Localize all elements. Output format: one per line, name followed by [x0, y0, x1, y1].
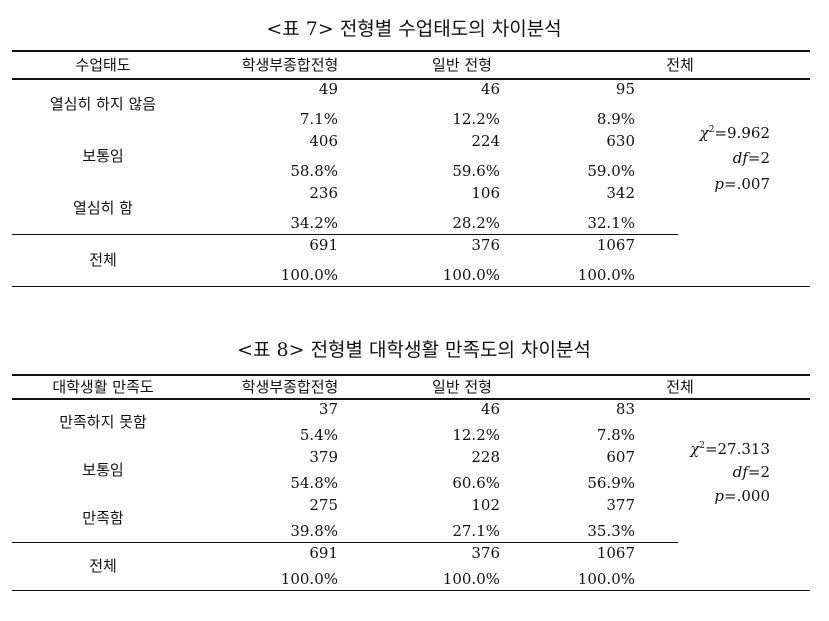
table-title: <표 8> 전형별 대학생활 만족도의 차이분석: [237, 339, 591, 361]
rule: [12, 374, 810, 376]
count-cell: 406: [309, 132, 338, 150]
stat-line: χ2=9.962: [700, 121, 770, 142]
rule: [12, 234, 678, 235]
column-header: 전체: [666, 378, 694, 396]
percent-cell: 34.2%: [290, 214, 338, 232]
stat-line: df=2: [733, 463, 770, 481]
percent-cell: 60.6%: [452, 474, 500, 492]
column-header: 일반 전형: [432, 378, 492, 396]
percent-cell: 100.0%: [442, 570, 500, 588]
count-cell: 275: [309, 496, 338, 514]
count-cell: 342: [606, 184, 635, 202]
stat-part: =9.962: [714, 124, 770, 142]
rule: [12, 590, 810, 591]
column-header: 학생부종합전형: [241, 56, 339, 74]
count-cell: 630: [606, 132, 635, 150]
count-cell: 379: [309, 448, 338, 466]
stat-part: =27.313: [704, 440, 770, 458]
stat-line: p=.007: [714, 175, 770, 193]
percent-cell: 7.8%: [596, 426, 635, 444]
stat-line: df=2: [733, 149, 770, 167]
stat-part: p=: [714, 175, 737, 193]
percent-cell: 56.9%: [587, 474, 635, 492]
percent-cell: 39.8%: [290, 522, 338, 540]
count-cell: 102: [471, 496, 500, 514]
count-cell: 691: [309, 544, 338, 562]
row-label: 만족함: [82, 509, 124, 527]
stat-line: p=.000: [714, 487, 770, 505]
percent-cell: 12.2%: [452, 426, 500, 444]
column-header: 일반 전형: [432, 56, 492, 74]
count-cell: 376: [471, 544, 500, 562]
row-label: 만족하지 못함: [59, 413, 147, 431]
column-header: 수업태도: [75, 56, 131, 74]
row-label: 전체: [89, 251, 117, 269]
count-cell: 1067: [596, 236, 635, 254]
row-label: 열심히 함: [73, 199, 133, 217]
column-header: 학생부종합전형: [241, 378, 339, 396]
column-header: 전체: [666, 56, 694, 74]
percent-cell: 100.0%: [280, 570, 338, 588]
stat-line: χ2=27.313: [690, 437, 770, 458]
stat-part: .000: [736, 487, 770, 505]
stat-part: 2: [708, 125, 715, 135]
percent-cell: 5.4%: [299, 426, 338, 444]
stat-part: 2: [699, 441, 705, 451]
count-cell: 37: [318, 400, 338, 418]
percent-cell: 12.2%: [452, 110, 500, 128]
count-cell: 691: [309, 236, 338, 254]
rule: [12, 542, 678, 543]
count-cell: 376: [471, 236, 500, 254]
percent-cell: 100.0%: [280, 266, 338, 284]
count-cell: 377: [606, 496, 635, 514]
count-cell: 46: [480, 80, 500, 98]
rule: [12, 78, 810, 80]
percent-cell: 35.3%: [587, 522, 635, 540]
count-cell: 95: [615, 80, 635, 98]
count-cell: 228: [471, 448, 500, 466]
percent-cell: 54.8%: [290, 474, 338, 492]
stat-part: df: [732, 149, 748, 167]
percent-cell: 27.1%: [452, 522, 500, 540]
row-label: 보통임: [82, 461, 124, 479]
count-cell: 49: [318, 80, 338, 98]
stat-part: p=: [714, 487, 737, 505]
count-cell: 1067: [596, 544, 635, 562]
stat-part: =2: [747, 149, 770, 167]
percent-cell: 100.0%: [442, 266, 500, 284]
percent-cell: 100.0%: [577, 570, 635, 588]
percent-cell: 59.0%: [587, 162, 635, 180]
column-header: 대학생활 만족도: [52, 378, 154, 396]
stat-part: =2: [747, 463, 770, 481]
count-cell: 83: [615, 400, 635, 418]
row-label: 열심히 하지 않음: [49, 95, 157, 113]
percent-cell: 7.1%: [299, 110, 338, 128]
percent-cell: 8.9%: [596, 110, 635, 128]
percent-cell: 100.0%: [577, 266, 635, 284]
stat-part: df: [732, 463, 748, 481]
count-cell: 224: [471, 132, 500, 150]
rule: [12, 286, 810, 287]
percent-cell: 28.2%: [452, 214, 500, 232]
rule: [12, 50, 810, 52]
count-cell: 607: [606, 448, 635, 466]
stat-part: .007: [736, 175, 770, 193]
row-label: 전체: [89, 557, 117, 575]
count-cell: 106: [471, 184, 500, 202]
stat-part: χ: [690, 440, 700, 458]
count-cell: 236: [309, 184, 338, 202]
percent-cell: 32.1%: [587, 214, 635, 232]
stat-part: χ: [699, 124, 709, 142]
count-cell: 46: [480, 400, 500, 418]
percent-cell: 58.8%: [290, 162, 338, 180]
row-label: 보통임: [82, 147, 124, 165]
percent-cell: 59.6%: [452, 162, 500, 180]
table-title: <표 7> 전형별 수업태도의 차이분석: [266, 18, 562, 40]
rule: [12, 398, 810, 400]
